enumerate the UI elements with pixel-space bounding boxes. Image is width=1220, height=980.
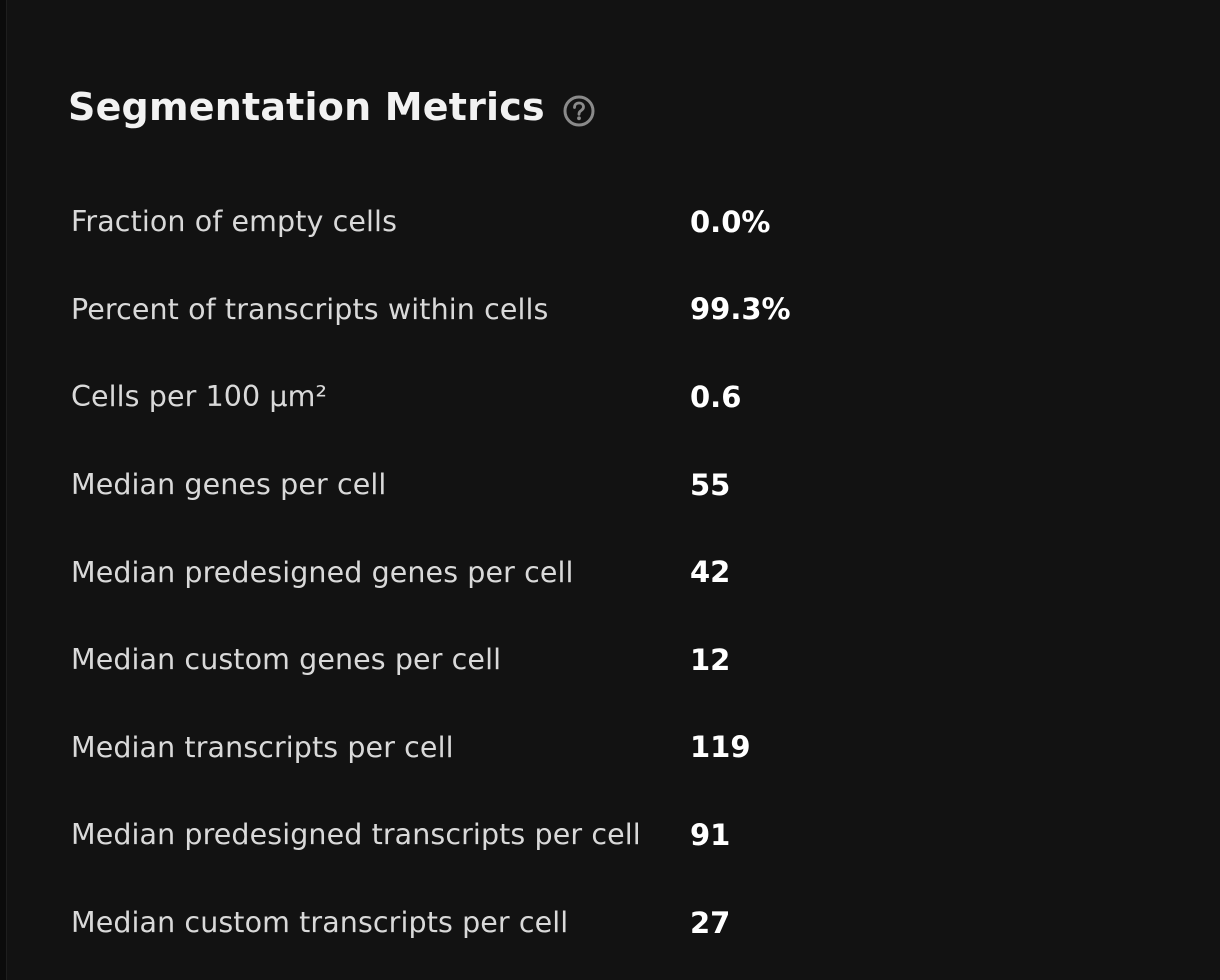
metric-label: Percent of transcripts within cells [71,292,549,326]
metric-row: Median transcripts per cell 119 [71,704,971,792]
metric-value: 12 [690,642,731,677]
section-header: Segmentation Metrics [68,82,595,132]
metric-label: Fraction of empty cells [71,205,398,239]
metric-value: 99.3% [690,292,791,327]
metric-value: 0.0% [690,204,771,239]
metric-row: Fraction of empty cells 0.0% [71,178,971,266]
metric-value: 27 [690,905,731,940]
metric-row: Median genes per cell 55 [71,441,971,529]
metric-row: Median custom genes per cell 12 [71,616,971,704]
metric-label: Cells per 100 µm² [71,380,328,414]
metric-label: Median predesigned genes per cell [71,555,574,589]
metric-label: Median predesigned transcripts per cell [71,818,641,852]
metric-value: 42 [690,555,731,590]
metric-row: Median predesigned genes per cell 42 [71,528,971,616]
metrics-table: Fraction of empty cells 0.0% Percent of … [71,178,971,966]
metric-row: Percent of transcripts within cells 99.3… [71,266,971,354]
metric-value: 0.6 [690,379,742,414]
metric-label: Median genes per cell [71,468,387,502]
metric-label: Median transcripts per cell [71,730,454,764]
metric-row: Cells per 100 µm² 0.6 [71,353,971,441]
metric-label: Median custom transcripts per cell [71,906,569,940]
section-title: Segmentation Metrics [68,85,545,129]
metric-value: 55 [690,467,731,502]
metric-row: Median predesigned transcripts per cell … [71,791,971,879]
metric-row: Median custom transcripts per cell 27 [71,879,971,967]
segmentation-metrics-panel: Segmentation Metrics Fraction of empty c… [6,0,1220,980]
question-circle-icon[interactable] [563,95,595,127]
metric-label: Median custom genes per cell [71,643,502,677]
metric-value: 91 [690,817,731,852]
metric-value: 119 [690,730,751,765]
